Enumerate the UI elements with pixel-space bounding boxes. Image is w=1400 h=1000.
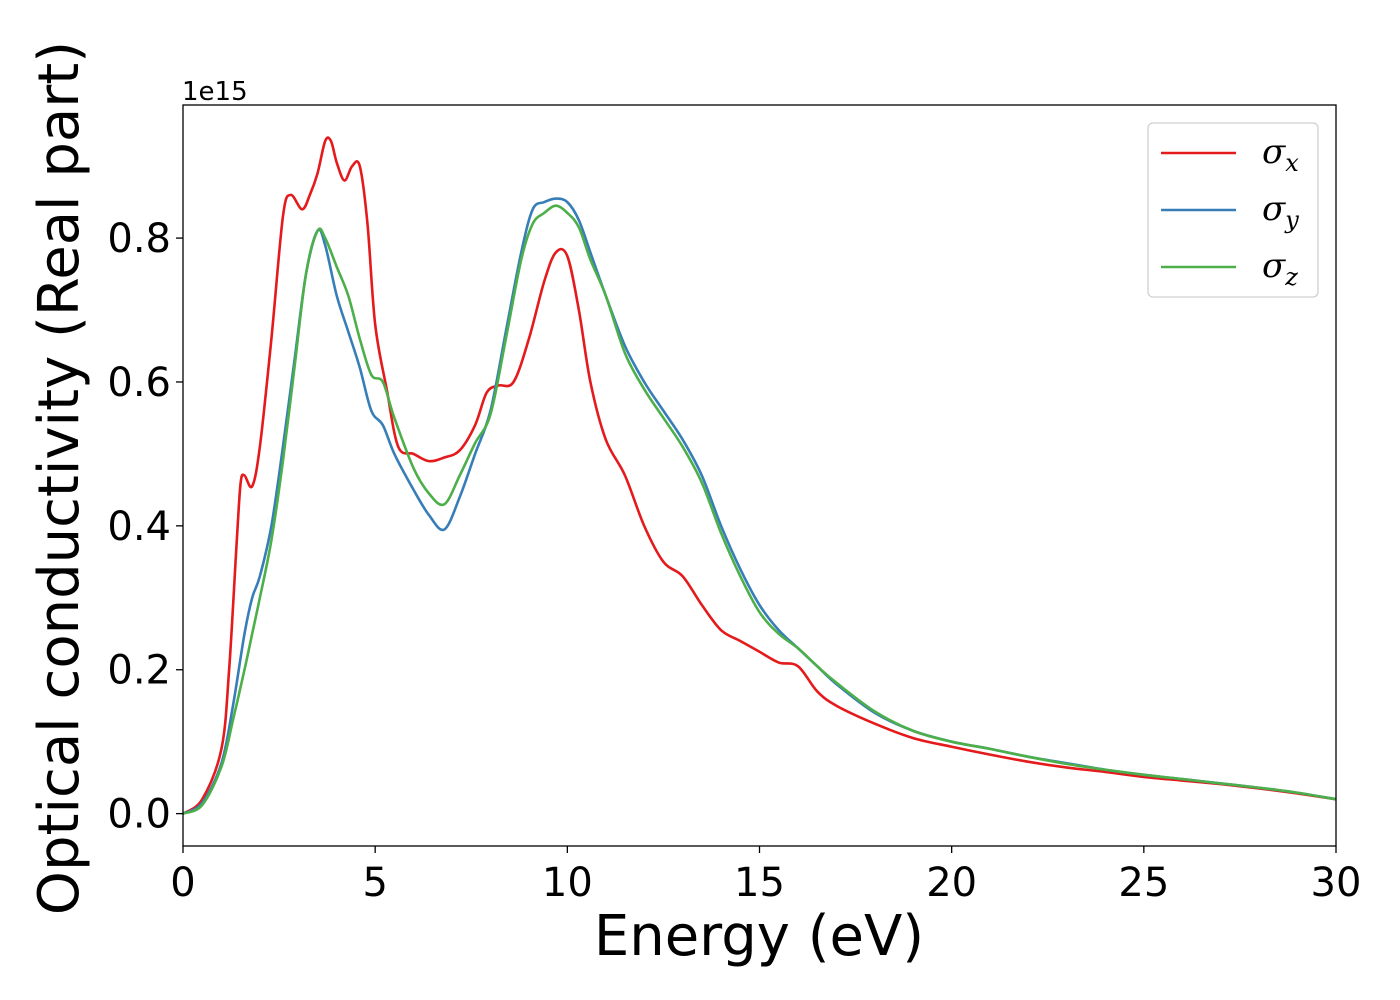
legend-label-x: σx bbox=[1262, 132, 1299, 177]
legend: σx σy σz bbox=[1147, 122, 1319, 298]
y-axis-title: Optical conductivity (Real part) bbox=[27, 41, 92, 915]
x-tick-label: 5 bbox=[362, 860, 387, 906]
y-tick-label: 0.2 bbox=[107, 648, 171, 694]
x-axis-title: Energy (eV) bbox=[594, 904, 924, 969]
y-axis: 0.0 0.2 0.4 0.6 0.8 bbox=[107, 216, 183, 838]
y-tick-label: 0.8 bbox=[107, 216, 171, 262]
legend-label-z: σz bbox=[1262, 246, 1298, 291]
y-offset-label: 1e15 bbox=[182, 77, 248, 107]
y-tick-label: 0.0 bbox=[107, 792, 171, 838]
x-axis: 0 5 10 15 20 25 30 bbox=[170, 846, 1361, 906]
y-tick-label: 0.6 bbox=[107, 360, 171, 406]
x-tick-label: 10 bbox=[542, 860, 593, 906]
x-tick-label: 20 bbox=[926, 860, 977, 906]
x-tick-label: 25 bbox=[1118, 860, 1169, 906]
x-tick-label: 30 bbox=[1311, 860, 1362, 906]
series-line-x bbox=[183, 136, 1336, 815]
x-tick-label: 15 bbox=[734, 860, 785, 906]
y-tick-label: 0.4 bbox=[107, 504, 171, 550]
legend-label-y: σy bbox=[1262, 189, 1299, 234]
series-line-z bbox=[183, 204, 1336, 815]
series-layer bbox=[183, 136, 1336, 815]
x-tick-label: 0 bbox=[170, 860, 195, 906]
